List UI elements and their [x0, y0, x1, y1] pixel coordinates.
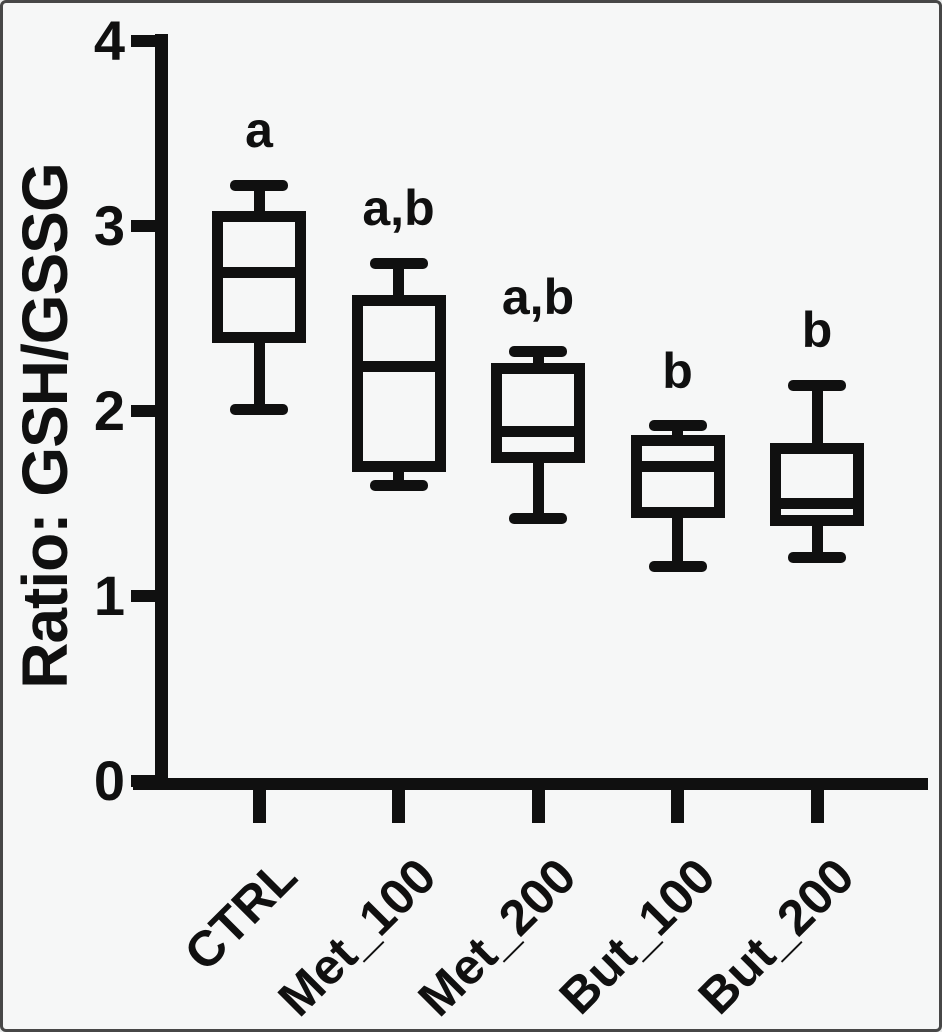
whisker-cap-top-Met_100	[369, 257, 428, 269]
box-Met_100	[351, 294, 446, 472]
whisker-cap-bottom-But_100	[648, 560, 707, 572]
whisker-stem-top-Met_200	[532, 351, 544, 369]
y-tick-0	[131, 775, 161, 787]
whisker-stem-top-Met_100	[393, 263, 404, 300]
x-tick-CTRL	[252, 790, 266, 823]
box-But_200	[770, 442, 864, 526]
x-tick-But_200	[810, 790, 824, 823]
x-tick-Met_200	[531, 790, 545, 823]
whisker-stem-top-But_200	[811, 385, 823, 448]
whisker-stem-bottom-Met_100	[393, 466, 404, 485]
x-tick-label-CTRL: CTRL	[173, 847, 308, 982]
whisker-cap-top-Met_200	[509, 346, 567, 358]
x-tick-label-But_100: But_100	[548, 847, 726, 1025]
whisker-stem-bottom-Met_200	[532, 457, 544, 519]
x-tick-label-But_200: But_200	[688, 847, 866, 1025]
median-line-But_100	[630, 461, 725, 472]
median-line-Met_100	[351, 361, 446, 373]
x-axis-line	[133, 778, 928, 790]
y-tick-3	[131, 220, 161, 232]
significance-label-Met_100: a,b	[362, 180, 435, 236]
y-tick-label-0: 0	[93, 749, 125, 812]
box-Met_200	[491, 362, 585, 463]
whisker-stem-top-CTRL	[253, 185, 265, 217]
whisker-stem-bottom-CTRL	[253, 337, 265, 410]
significance-label-CTRL: a	[245, 102, 273, 159]
median-line-Met_200	[491, 425, 585, 437]
median-line-But_200	[770, 498, 864, 509]
whisker-stem-top-But_100	[672, 425, 683, 441]
y-tick-4	[131, 35, 161, 47]
whisker-cap-top-But_200	[788, 379, 846, 391]
y-tick-2	[131, 405, 161, 417]
y-tick-1	[131, 590, 161, 602]
y-tick-label-3: 3	[93, 194, 125, 257]
median-line-CTRL	[212, 266, 306, 278]
significance-label-But_200: b	[801, 302, 833, 359]
x-tick-Met_100	[392, 790, 405, 823]
whisker-cap-bottom-Met_100	[369, 479, 428, 491]
whisker-cap-bottom-CTRL	[230, 403, 288, 415]
box-But_100	[630, 435, 725, 519]
significance-label-Met_200: a,b	[501, 268, 575, 325]
whisker-cap-top-CTRL	[230, 179, 288, 191]
whisker-stem-bottom-But_100	[672, 512, 683, 567]
y-tick-label-1: 1	[93, 564, 125, 627]
y-tick-label-4: 4	[93, 9, 125, 72]
whisker-stem-bottom-But_200	[811, 520, 823, 558]
x-tick-But_100	[671, 790, 684, 823]
y-tick-label-2: 2	[93, 379, 125, 442]
whisker-cap-top-But_100	[648, 420, 707, 432]
plot-area: 0 1 2 3 4 CTRL Met_100 Met_200 But_100 But_200 a a,…	[3, 3, 939, 1029]
significance-label-But_100: b	[662, 342, 693, 399]
whisker-cap-bottom-But_200	[788, 551, 846, 563]
whisker-cap-bottom-Met_200	[509, 512, 567, 524]
